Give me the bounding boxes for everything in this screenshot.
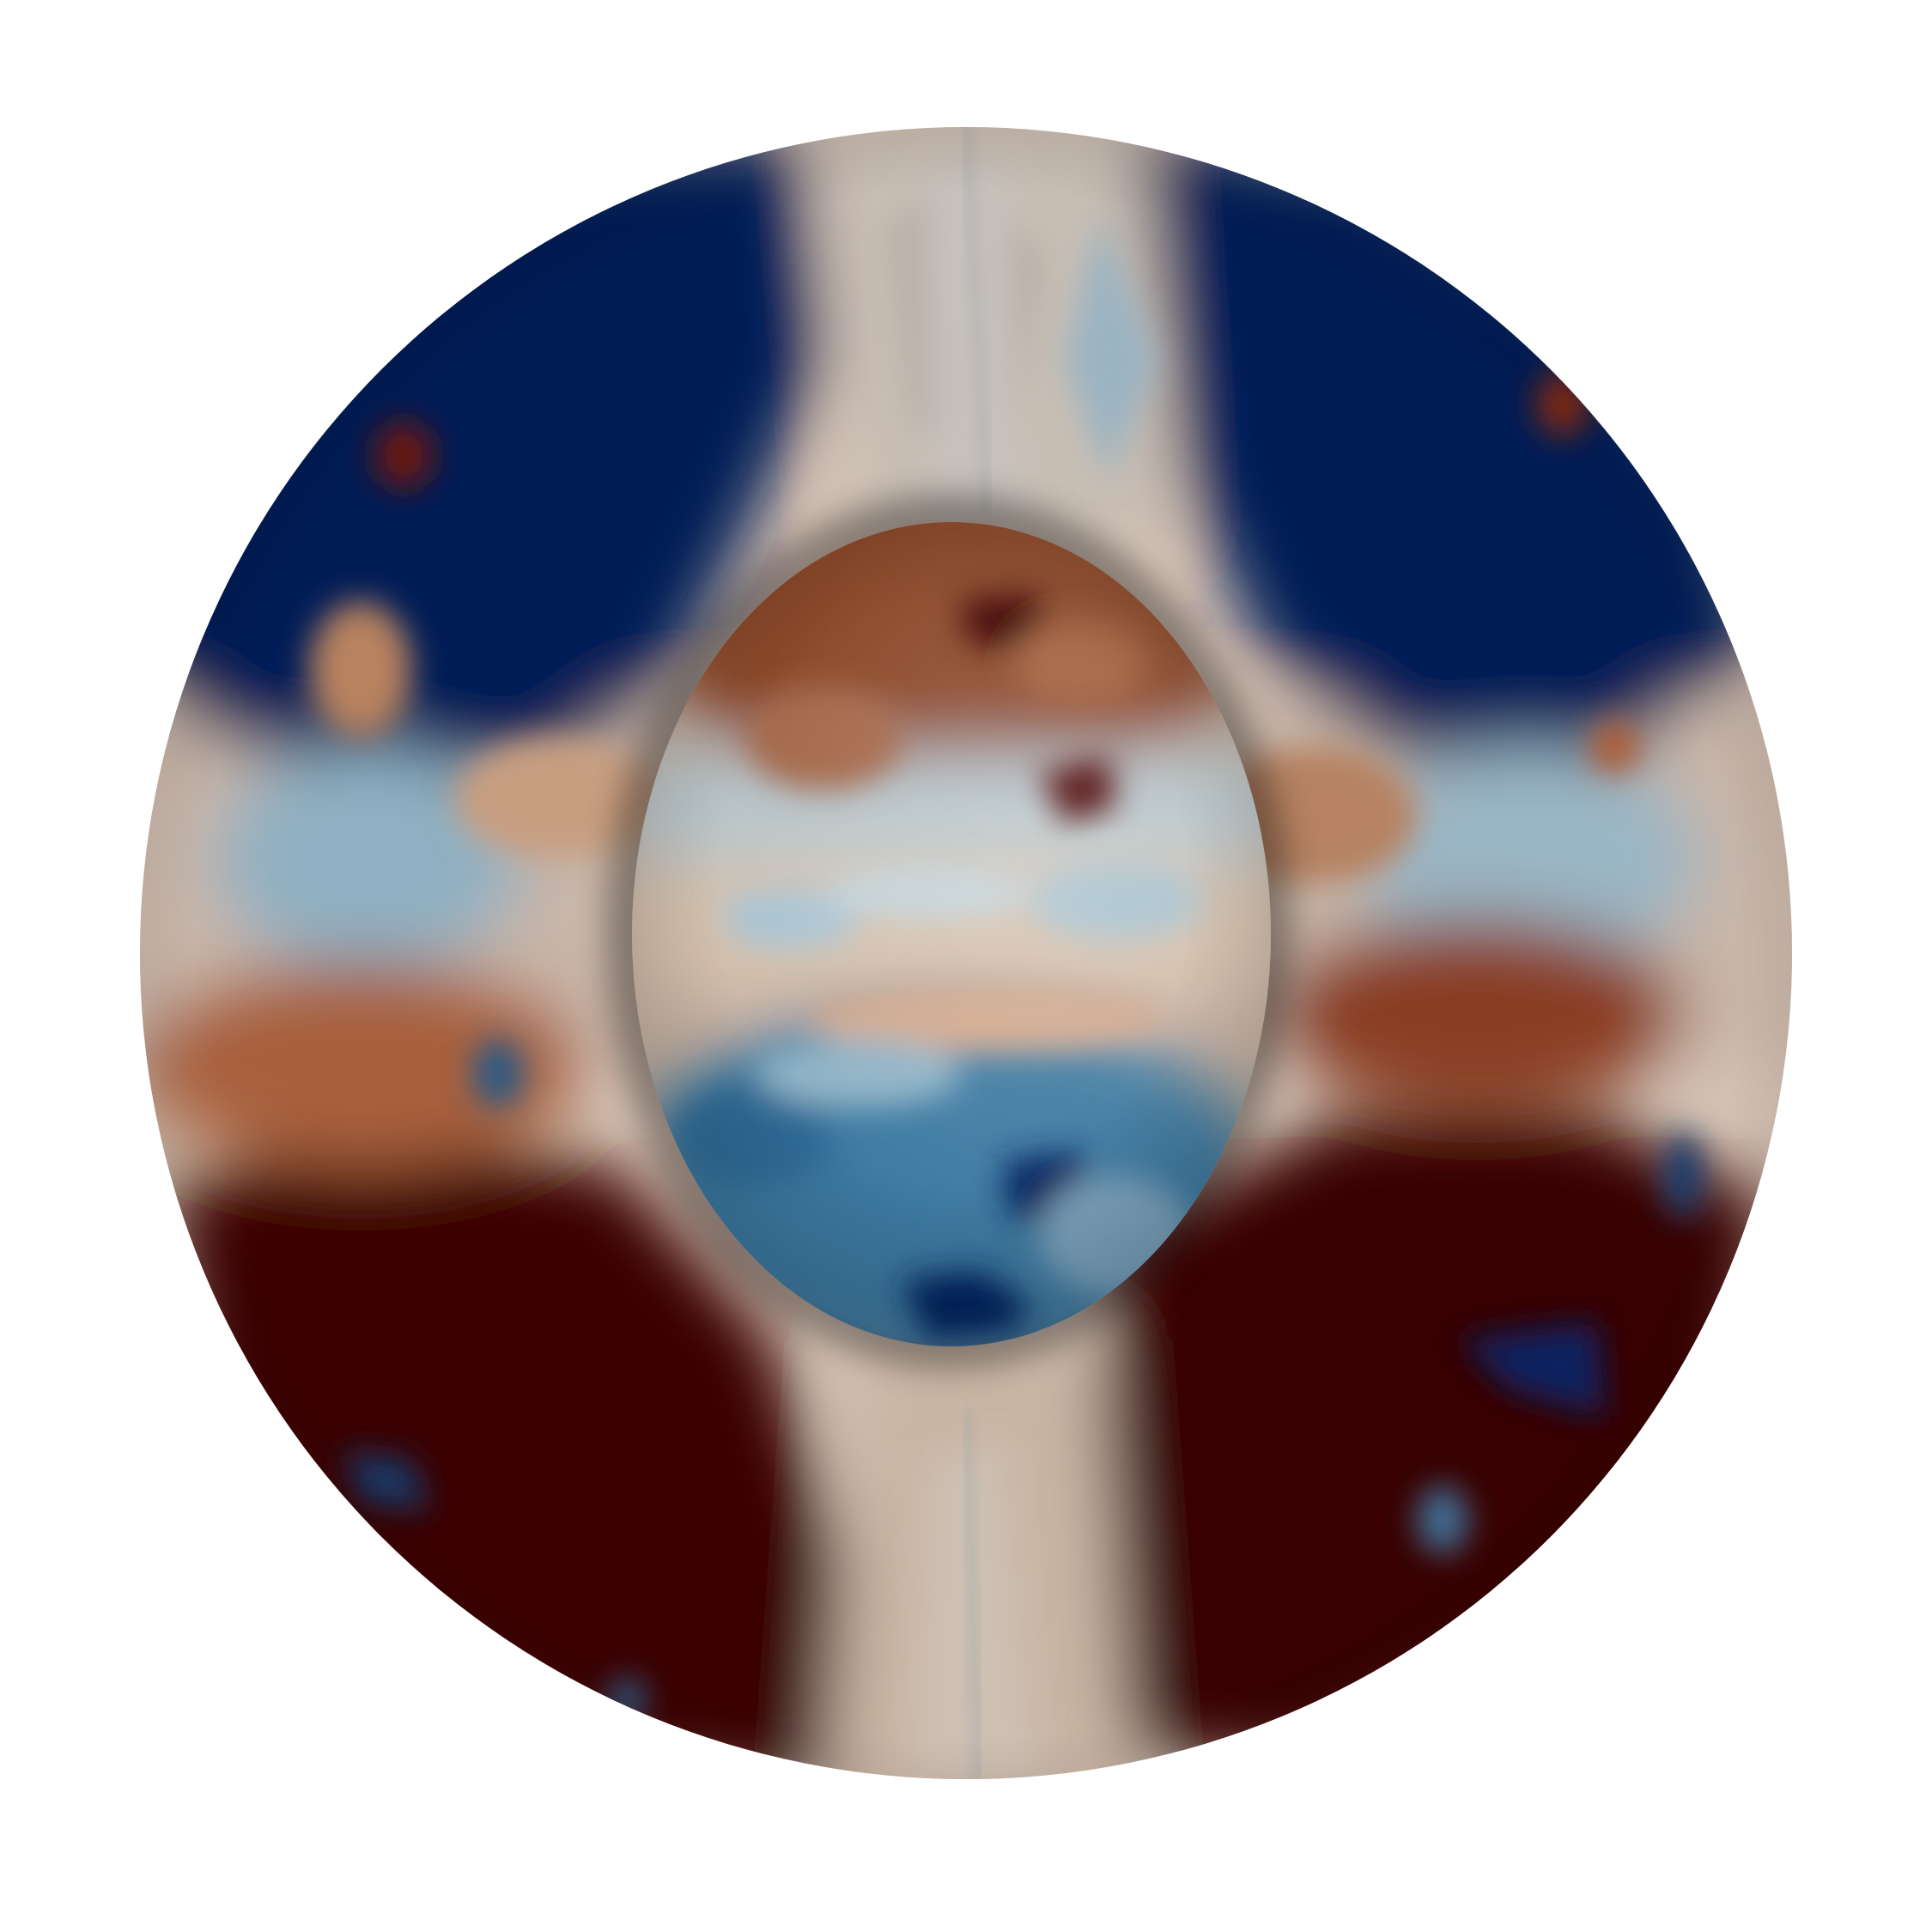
render-canvas [140, 127, 1792, 1779]
torus-render [140, 127, 1792, 1779]
